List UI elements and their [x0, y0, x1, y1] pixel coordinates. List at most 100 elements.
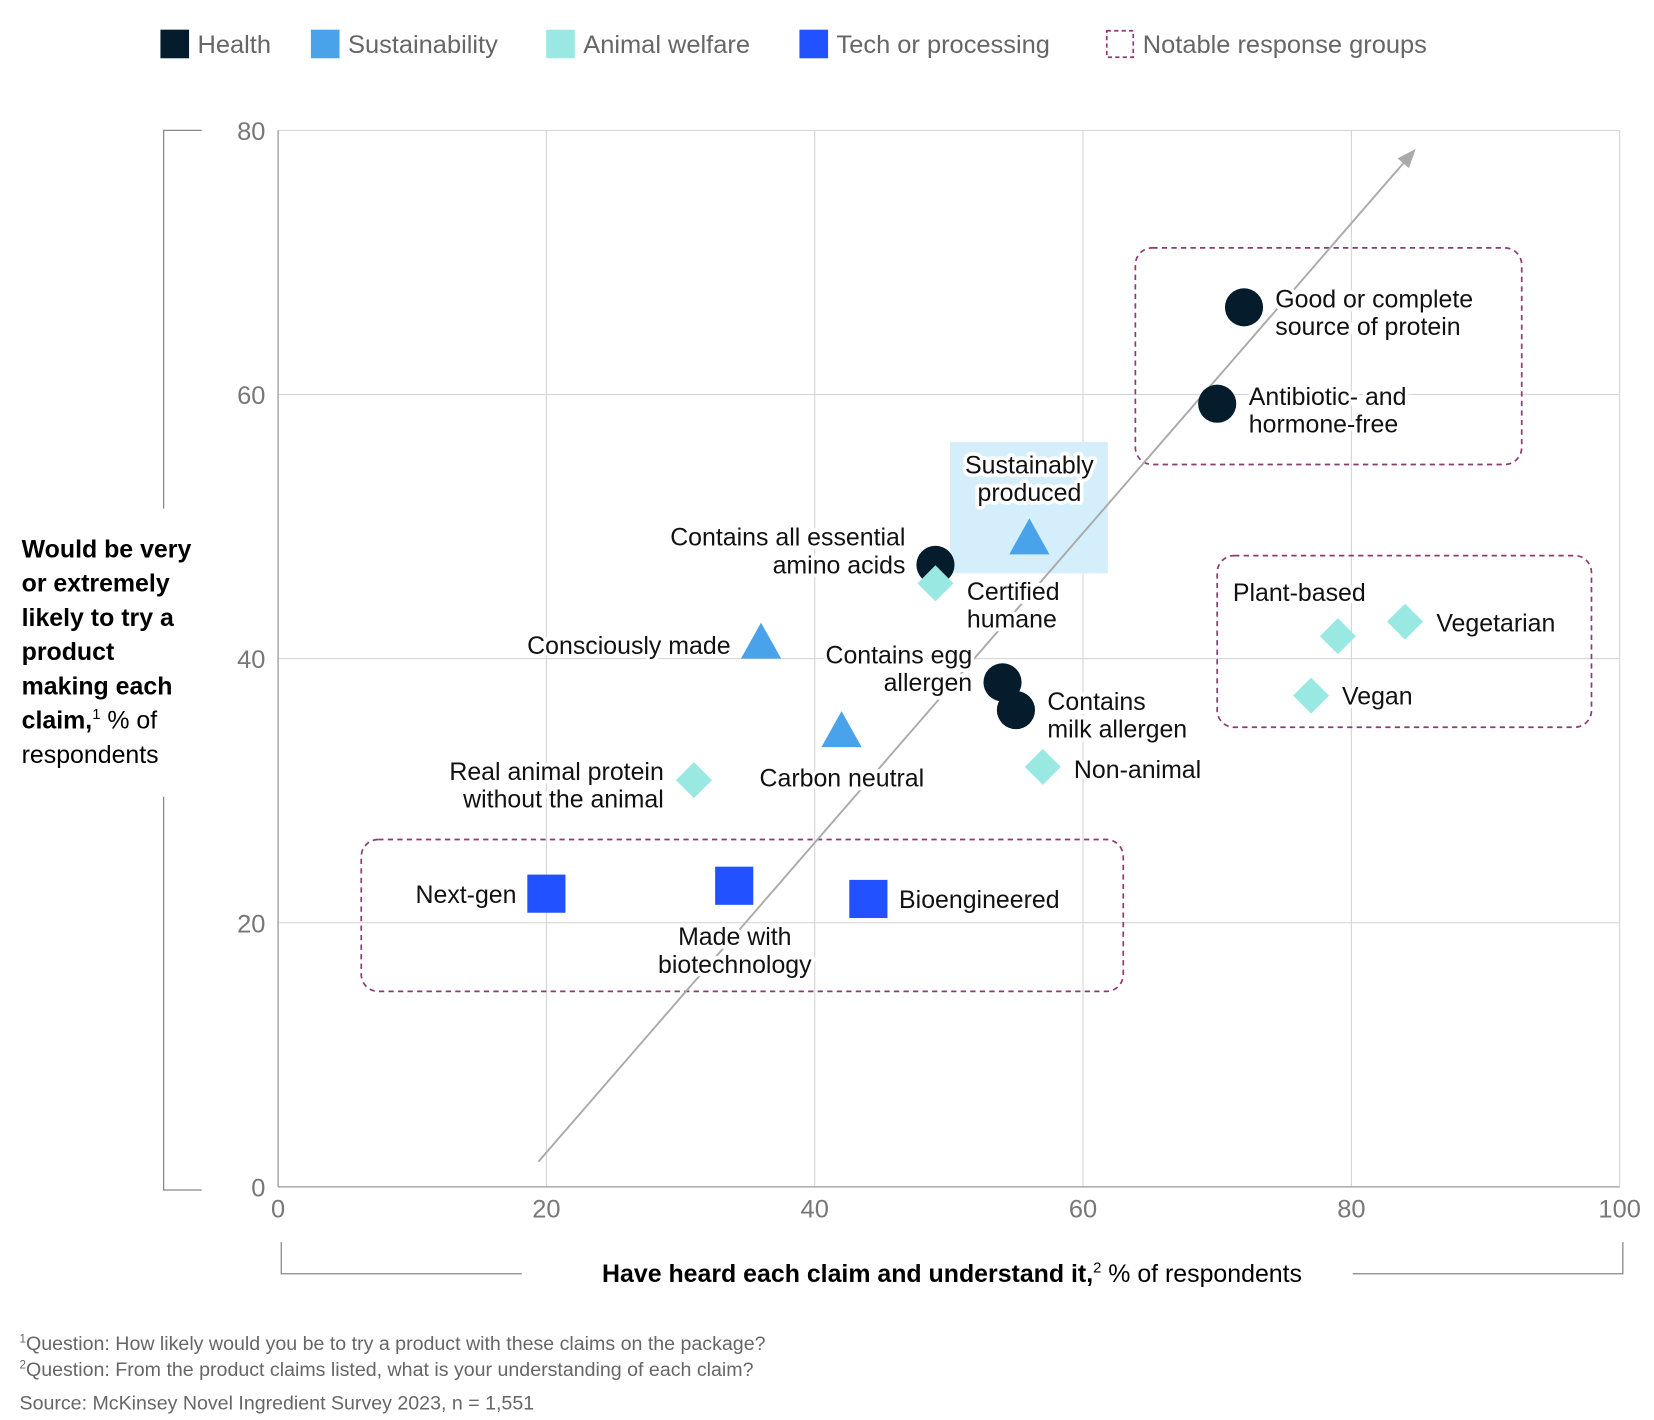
point-label-line: Carbon neutral	[759, 764, 924, 792]
y-axis-label-bold: making each	[22, 672, 173, 700]
x-tick-label: 100	[1598, 1196, 1640, 1224]
point-label: Certified humane	[967, 578, 1060, 634]
legend-swatch	[160, 29, 190, 59]
point-label-line: without the animal	[462, 785, 664, 813]
y-axis-label-bold: or extremely	[22, 570, 170, 598]
point-label: Real animal protein without the animal	[449, 758, 663, 814]
point-circle	[916, 545, 955, 584]
y-tick-label: 0	[251, 1174, 265, 1202]
legend-label: Animal welfare	[583, 31, 750, 59]
legend-label: Notable response groups	[1143, 31, 1427, 59]
point-label: Bioengineered	[899, 886, 1060, 914]
x-tick-label: 40	[801, 1196, 829, 1224]
point-label: Non-animal	[1074, 756, 1201, 784]
point-label-line: Good or complete	[1275, 285, 1473, 313]
point-square	[715, 866, 754, 905]
footnote-text: Source: McKinsey Novel Ingredient Survey…	[20, 1392, 535, 1414]
point-diamond	[675, 762, 712, 799]
footnote: Source: McKinsey Novel Ingredient Survey…	[20, 1392, 535, 1414]
arrowhead-icon	[1397, 148, 1416, 169]
footnotes: 1Question: How likely would you be to tr…	[20, 1333, 766, 1415]
point-label-line: Contains egg	[825, 641, 972, 669]
point-label: Contains egg allergen	[825, 641, 972, 697]
y-axis-label-bold: Would be very	[22, 535, 192, 563]
point-label: Vegetarian	[1436, 610, 1555, 638]
trend-arrow-line	[537, 155, 1411, 1163]
footnote-sup: 1	[20, 1333, 26, 1346]
x-tick-label: 60	[1069, 1196, 1097, 1224]
y-axis-label-rest: % of	[100, 707, 157, 735]
x-tick-label: 0	[271, 1196, 285, 1224]
footnote: 2Question: From the product claims liste…	[20, 1359, 754, 1381]
x-axis-bracket	[280, 1241, 1624, 1275]
legend-swatch	[310, 29, 340, 59]
axes: 0 20 40 60 80 100 0 20 40 60 80 Would be very or ext…	[22, 118, 1641, 1288]
notable-group-box	[1216, 554, 1593, 729]
legend-item: Sustainability	[310, 29, 498, 59]
point-square	[527, 874, 566, 913]
point-label: Contains all essential amino acids	[670, 524, 905, 580]
y-tick-label: 40	[237, 646, 265, 674]
x-axis-label-rest: % of respondents	[1101, 1260, 1302, 1288]
point-label-line: Certified	[967, 578, 1060, 606]
y-axis-label-sup: 1	[92, 707, 100, 723]
point-label-line: Vegetarian	[1436, 610, 1555, 638]
point-label-line: Consciously made	[527, 632, 730, 660]
point-label-line: Next-gen	[416, 881, 517, 909]
footnote: 1Question: How likely would you be to tr…	[20, 1333, 766, 1355]
y-tick-label: 20	[237, 910, 265, 938]
x-axis-label-bold: Have heard each claim and understand it,	[602, 1260, 1093, 1288]
legend-label: Sustainability	[348, 31, 498, 59]
point-circle	[1198, 384, 1237, 423]
y-axis-label: Would be very or extremely likely to try a…	[22, 535, 192, 768]
point-triangle	[1009, 518, 1050, 555]
x-axis-label: Have heard each claim and understand it,…	[602, 1260, 1302, 1288]
point-label-line: milk allergen	[1047, 716, 1187, 744]
point-label-line: Sustainably	[965, 452, 1094, 480]
point-diamond	[1024, 748, 1061, 785]
legend-item: Animal welfare	[546, 29, 750, 59]
point-circle	[996, 691, 1036, 730]
point-label-line: Real animal protein	[449, 758, 663, 786]
point-circle	[1224, 288, 1264, 327]
footnote-sup: 2	[20, 1359, 26, 1372]
x-tick-label: 80	[1337, 1196, 1365, 1224]
point-label: Plant-based	[1233, 579, 1366, 607]
point-label: Consciously made	[527, 632, 730, 660]
point-diamond	[1319, 618, 1356, 655]
y-axis-bracket	[162, 129, 202, 1191]
point-label: Antibiotic- and hormone-free	[1249, 383, 1407, 439]
notable-group-box	[360, 838, 1125, 993]
point-label-line: Antibiotic- and	[1249, 383, 1407, 411]
point-label-line: produced	[978, 479, 1082, 507]
footnote-text: Question: From the product claims listed…	[26, 1359, 754, 1381]
point-label: Sustainably produced	[965, 452, 1094, 508]
point-square	[849, 879, 888, 919]
point-label-line: Bioengineered	[899, 886, 1060, 914]
legend-label: Health	[198, 31, 272, 59]
point-label: Next-gen	[416, 881, 517, 909]
point-label-line: hormone-free	[1249, 410, 1398, 438]
point-diamond	[1293, 677, 1330, 714]
legend-item: Health	[160, 29, 272, 59]
legend-item: Notable response groups	[1105, 29, 1427, 59]
legend-swatch	[799, 29, 829, 59]
point-label-line: allergen	[884, 669, 973, 697]
point-label-line: Contains	[1047, 688, 1145, 716]
point-label-line: humane	[967, 605, 1057, 633]
point-labels: Good or complete source of protein Antibio…	[412, 282, 1559, 983]
point-label-line: Non-animal	[1074, 756, 1201, 784]
legend-item: Tech or processing	[799, 29, 1050, 59]
point-label-line: Vegan	[1342, 683, 1413, 711]
point-label: Contains milk allergen	[1047, 688, 1187, 744]
footnote-text: Question: How likely would you be to try…	[26, 1333, 766, 1355]
point-label-line: biotechnology	[658, 951, 812, 979]
point-triangle	[740, 622, 782, 659]
notable-group-box	[1134, 247, 1523, 466]
y-axis-label-bold: product	[22, 638, 115, 666]
point-label: Carbon neutral	[759, 764, 924, 792]
point-label: Made with biotechnology	[658, 923, 812, 979]
y-tick-label: 60	[237, 382, 265, 410]
y-axis-label-bold: likely to try a	[22, 604, 174, 632]
